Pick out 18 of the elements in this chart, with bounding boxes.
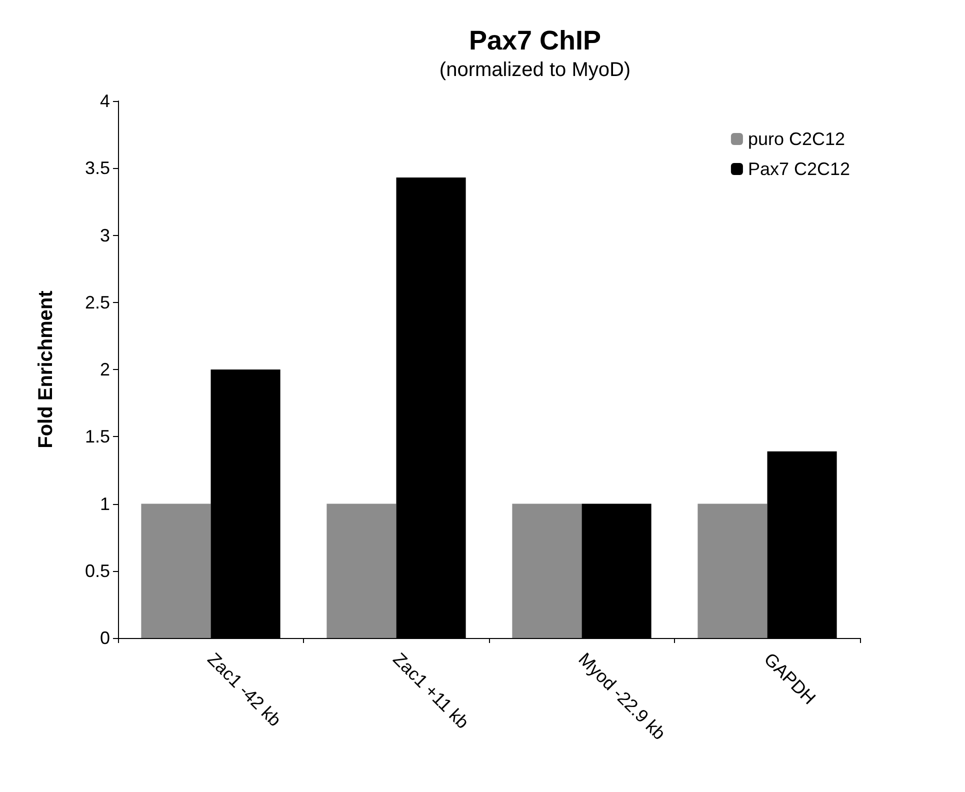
y-tick-label: 3 [100,225,110,246]
y-tick-label: 1 [100,494,110,514]
bar [698,504,768,638]
bar [141,504,211,638]
bar [326,504,396,638]
y-tick-label: 1.5 [84,426,110,447]
y-tick-label: 2 [100,360,110,380]
y-tick-label: 2.5 [84,292,110,312]
y-axis-title: Fold Enrichment [35,290,57,448]
bar [512,504,582,638]
chart-subtitle: (normalized to MyoD) [439,59,631,81]
y-tick-label: 0 [100,628,110,648]
chart-title: Pax7 ChIP [468,26,602,56]
legend-label: puro C2C12 [748,129,846,149]
y-tick-label: 4 [100,91,110,111]
legend-label: Pax7 C2C12 [748,159,850,179]
y-tick-label: 3.5 [84,158,110,178]
y-tick-label: 0.5 [84,560,110,581]
